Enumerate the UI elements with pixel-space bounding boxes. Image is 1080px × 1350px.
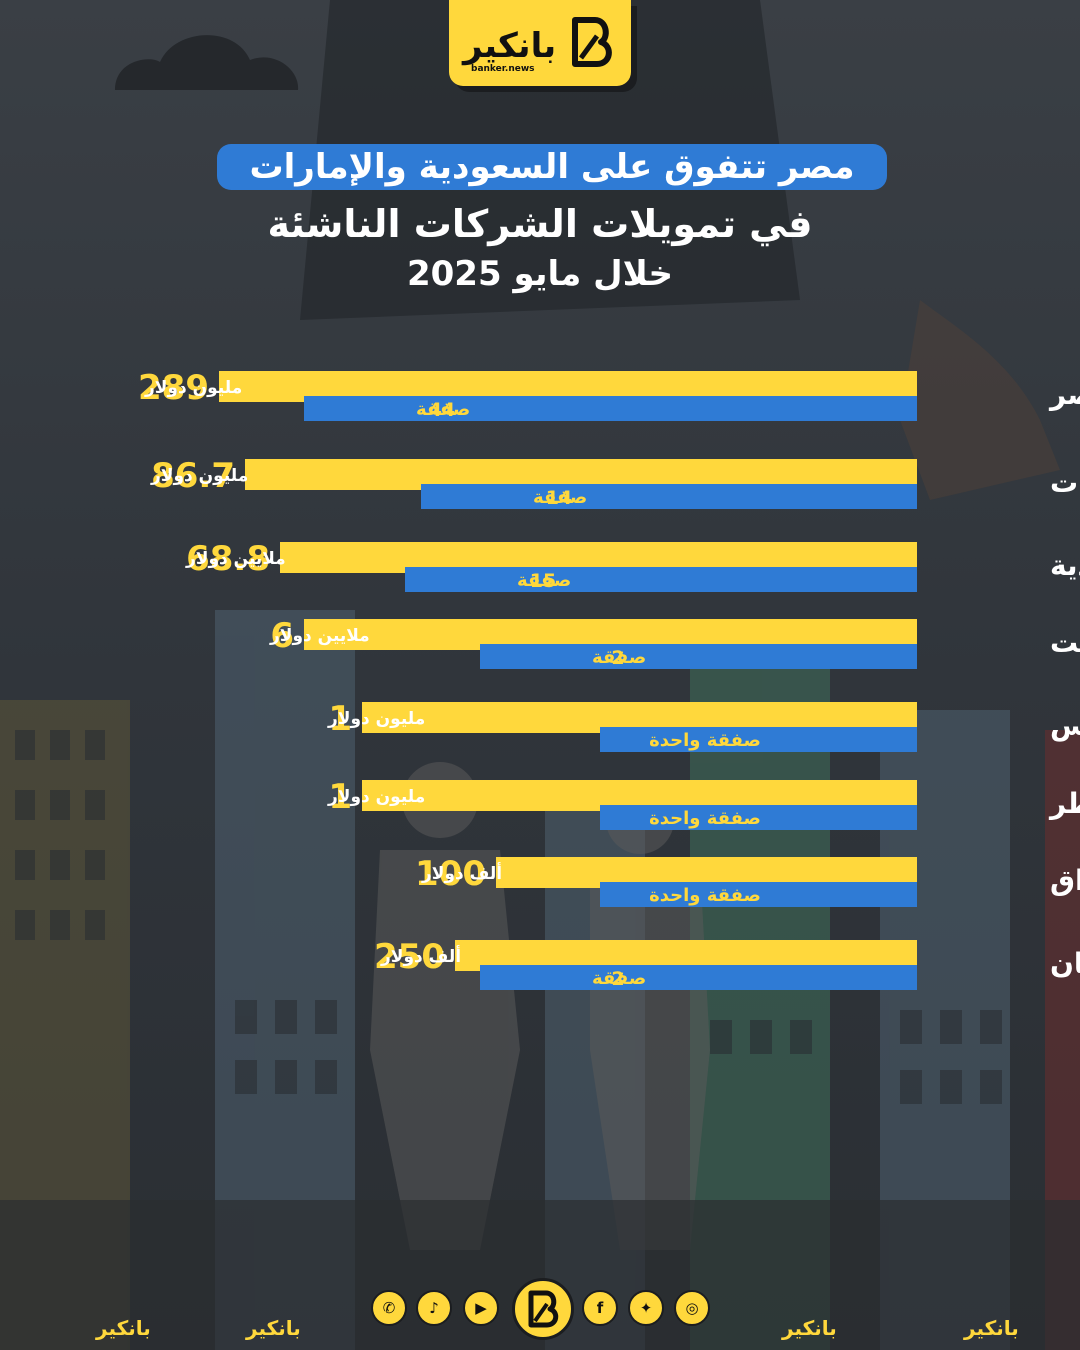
- country-label-0: مصر: [1048, 378, 1080, 411]
- center-logo[interactable]: [512, 1278, 574, 1340]
- country-label-5: قطر: [1048, 787, 1080, 820]
- country-label-3: الكويت: [1050, 626, 1080, 659]
- instagram-icon[interactable]: ◎: [674, 1290, 710, 1326]
- deals-bar-1: [421, 484, 917, 509]
- facebook-icon[interactable]: f: [582, 1290, 618, 1326]
- tiktok-icon[interactable]: ♪: [416, 1290, 452, 1326]
- country-label-2: السعودية: [1050, 549, 1080, 582]
- funding-value-2: 68.8: [186, 539, 270, 579]
- country-label-1: الإمارات: [1050, 466, 1080, 499]
- funding-unit-5: مليون دولار: [327, 787, 425, 807]
- funding-value-5: 1: [328, 777, 352, 817]
- deals-bar-5: [600, 805, 917, 830]
- funding-value-0: 289: [138, 368, 209, 408]
- footer-brand: بانكير: [96, 1316, 151, 1340]
- footer-brand: بانكير: [246, 1316, 301, 1340]
- deals-unit-5: صفقة واحدة: [649, 808, 761, 829]
- funding-value-3: 6: [270, 616, 294, 656]
- deals-unit-6: صفقة واحدة: [649, 885, 761, 906]
- deals-unit-1: صفقة: [533, 487, 587, 508]
- deals-value-2: 15: [530, 570, 556, 592]
- deals-value-7: 2: [611, 968, 624, 990]
- deals-bar-3: [480, 644, 917, 669]
- deals-unit-0: صفقة: [416, 399, 470, 420]
- country-label-7: عُمان: [1050, 947, 1080, 980]
- youtube-icon[interactable]: ▶: [463, 1290, 499, 1326]
- funding-value-7: 250: [374, 937, 445, 977]
- funding-unit-1: مليون دولار: [150, 466, 248, 486]
- deals-unit-7: صفقة: [592, 968, 646, 989]
- funding-unit-7: ألف دولار: [380, 945, 461, 967]
- page-subtitle: في تمويلات الشركات الناشئة: [267, 202, 813, 246]
- footer-brand: بانكير: [964, 1316, 1019, 1340]
- funding-unit-0: مليون دولار: [144, 378, 242, 398]
- whatsapp-icon[interactable]: ✆: [371, 1290, 407, 1326]
- brand-logo[interactable]: بانكير banker.news: [449, 0, 631, 86]
- deals-unit-4: صفقة واحدة: [649, 730, 761, 751]
- funding-value-6: 100: [415, 854, 486, 894]
- logo-b-icon: [528, 1290, 559, 1328]
- page-title: مصر تتفوق على السعودية والإمارات: [217, 144, 887, 190]
- deals-unit-3: صفقة: [592, 647, 646, 668]
- footer-brand: بانكير: [782, 1316, 837, 1340]
- funding-value-4: 1: [328, 699, 352, 739]
- page-subtitle-date: خلال مايو 2025: [406, 254, 674, 294]
- funding-unit-2: ملايين دولار: [185, 549, 286, 569]
- deals-value-1: 14: [546, 487, 572, 509]
- deals-value-3: 2: [611, 647, 624, 669]
- twitter-icon[interactable]: ✦: [628, 1290, 664, 1326]
- deals-value-0: 44: [429, 399, 455, 421]
- funding-unit-4: مليون دولار: [327, 709, 425, 729]
- brand-domain: banker.news: [471, 64, 535, 74]
- country-label-6: العراق: [1050, 864, 1080, 897]
- funding-unit-3: ملايين دولار: [269, 626, 370, 646]
- funding-unit-6: ألف دولار: [421, 862, 502, 884]
- deals-unit-2: صفقة: [517, 570, 571, 591]
- deals-bar-2: [405, 567, 917, 592]
- logo-b-icon: [572, 17, 612, 67]
- funding-value-1: 86.7: [151, 456, 235, 496]
- brand-name: بانكير: [463, 26, 557, 66]
- deals-bar-7: [480, 965, 917, 990]
- deals-bar-4: [600, 727, 917, 752]
- country-label-4: تونس: [1050, 709, 1080, 742]
- deals-bar-6: [600, 882, 917, 907]
- deals-bar-0: [304, 396, 917, 421]
